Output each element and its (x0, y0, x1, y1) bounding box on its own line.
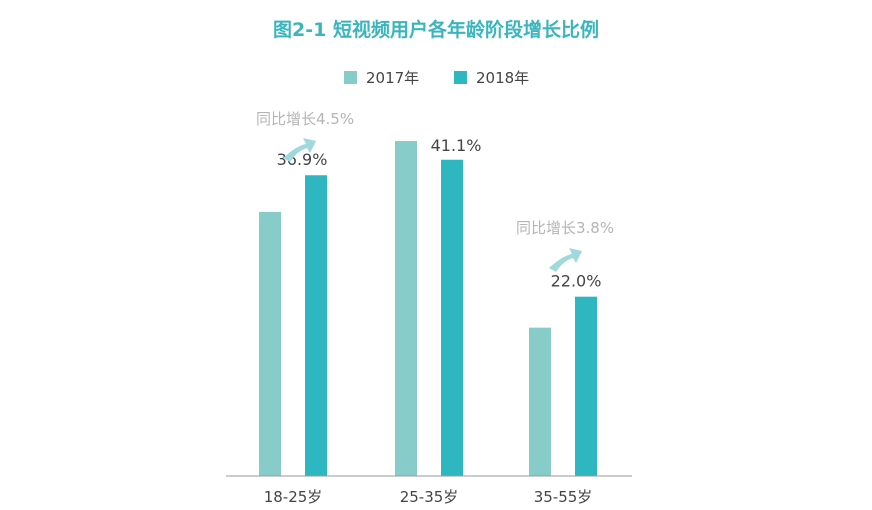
legend-swatch-2017 (344, 71, 357, 84)
bar-2018-1 (305, 175, 327, 476)
legend-label-2018: 2018年 (476, 69, 529, 87)
growth-annotation-2: 同比增长3.8% (516, 219, 614, 272)
x-tick-labels: 18-25岁 25-35岁 35-55岁 (264, 488, 593, 506)
chart-title: 图2-1 短视频用户各年龄阶段增长比例 (273, 18, 599, 41)
bar-2017-1 (259, 211, 281, 476)
data-label: 22.0% (551, 272, 602, 291)
up-arrow-icon (283, 138, 316, 162)
growth-annotation-text: 同比增长3.8% (516, 219, 614, 237)
bar-series-group (259, 141, 597, 477)
data-label: 36.9% (277, 150, 328, 169)
legend-label-2017: 2017年 (366, 69, 419, 87)
x-tick-label: 18-25岁 (264, 488, 323, 506)
growth-annotation-text: 同比增长4.5% (256, 110, 354, 128)
legend: 2017年 2018年 (344, 69, 529, 87)
bar-2017-3 (529, 327, 551, 476)
x-tick-label: 25-35岁 (400, 488, 459, 506)
growth-annotation-1: 同比增长4.5% (256, 110, 354, 162)
legend-swatch-2018 (454, 71, 467, 84)
bar-2017-2 (395, 141, 417, 476)
data-labels: 36.9% 41.1% 22.0% (277, 136, 602, 291)
data-label: 41.1% (431, 136, 482, 155)
up-arrow-icon (549, 248, 582, 272)
bar-2018-3 (575, 296, 597, 476)
x-tick-label: 35-55岁 (534, 488, 593, 506)
bar-2018-2 (441, 159, 463, 477)
